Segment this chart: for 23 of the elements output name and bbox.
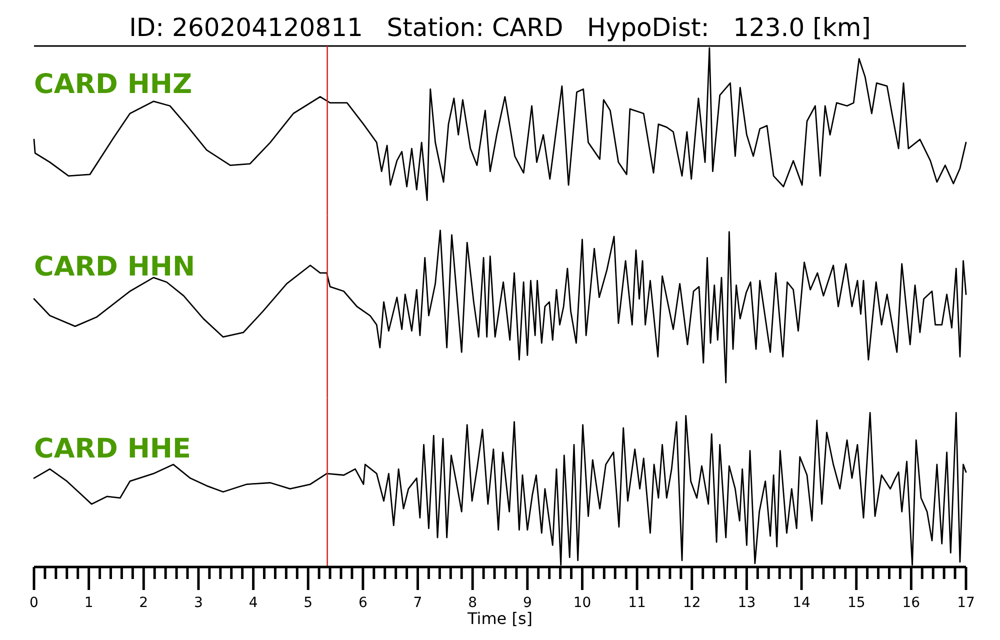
- x-tick-label: 1: [84, 595, 94, 611]
- x-tick-label: 10: [573, 595, 592, 611]
- x-tick-label: 8: [468, 595, 478, 611]
- x-tick-label: 14: [792, 595, 811, 611]
- x-tick-label: 17: [957, 595, 975, 611]
- x-tick-label: 5: [304, 595, 313, 611]
- chart-title: ID: 260204120811 Station: CARD HypoDist: 123.0 [km]: [129, 13, 871, 42]
- x-tick-label: 16: [902, 595, 920, 611]
- x-tick-label: 6: [358, 595, 368, 611]
- x-tick-label: 11: [628, 595, 646, 611]
- x-tick-label: 4: [248, 595, 258, 611]
- x-tick-label: 13: [738, 595, 756, 611]
- x-axis-title: Time [s]: [466, 609, 533, 628]
- x-tick-label: 0: [30, 595, 38, 611]
- series-label: CARD HHN: [34, 251, 196, 282]
- series-label: CARD HHZ: [34, 69, 192, 100]
- x-tick-label: 9: [522, 595, 532, 611]
- x-tick-label: 3: [194, 595, 203, 611]
- x-tick-label: 7: [413, 595, 422, 611]
- x-tick-label: 12: [682, 595, 701, 611]
- x-tick-label: 2: [139, 595, 148, 611]
- x-tick-label: 15: [847, 595, 866, 611]
- series-label: CARD HHE: [34, 434, 191, 465]
